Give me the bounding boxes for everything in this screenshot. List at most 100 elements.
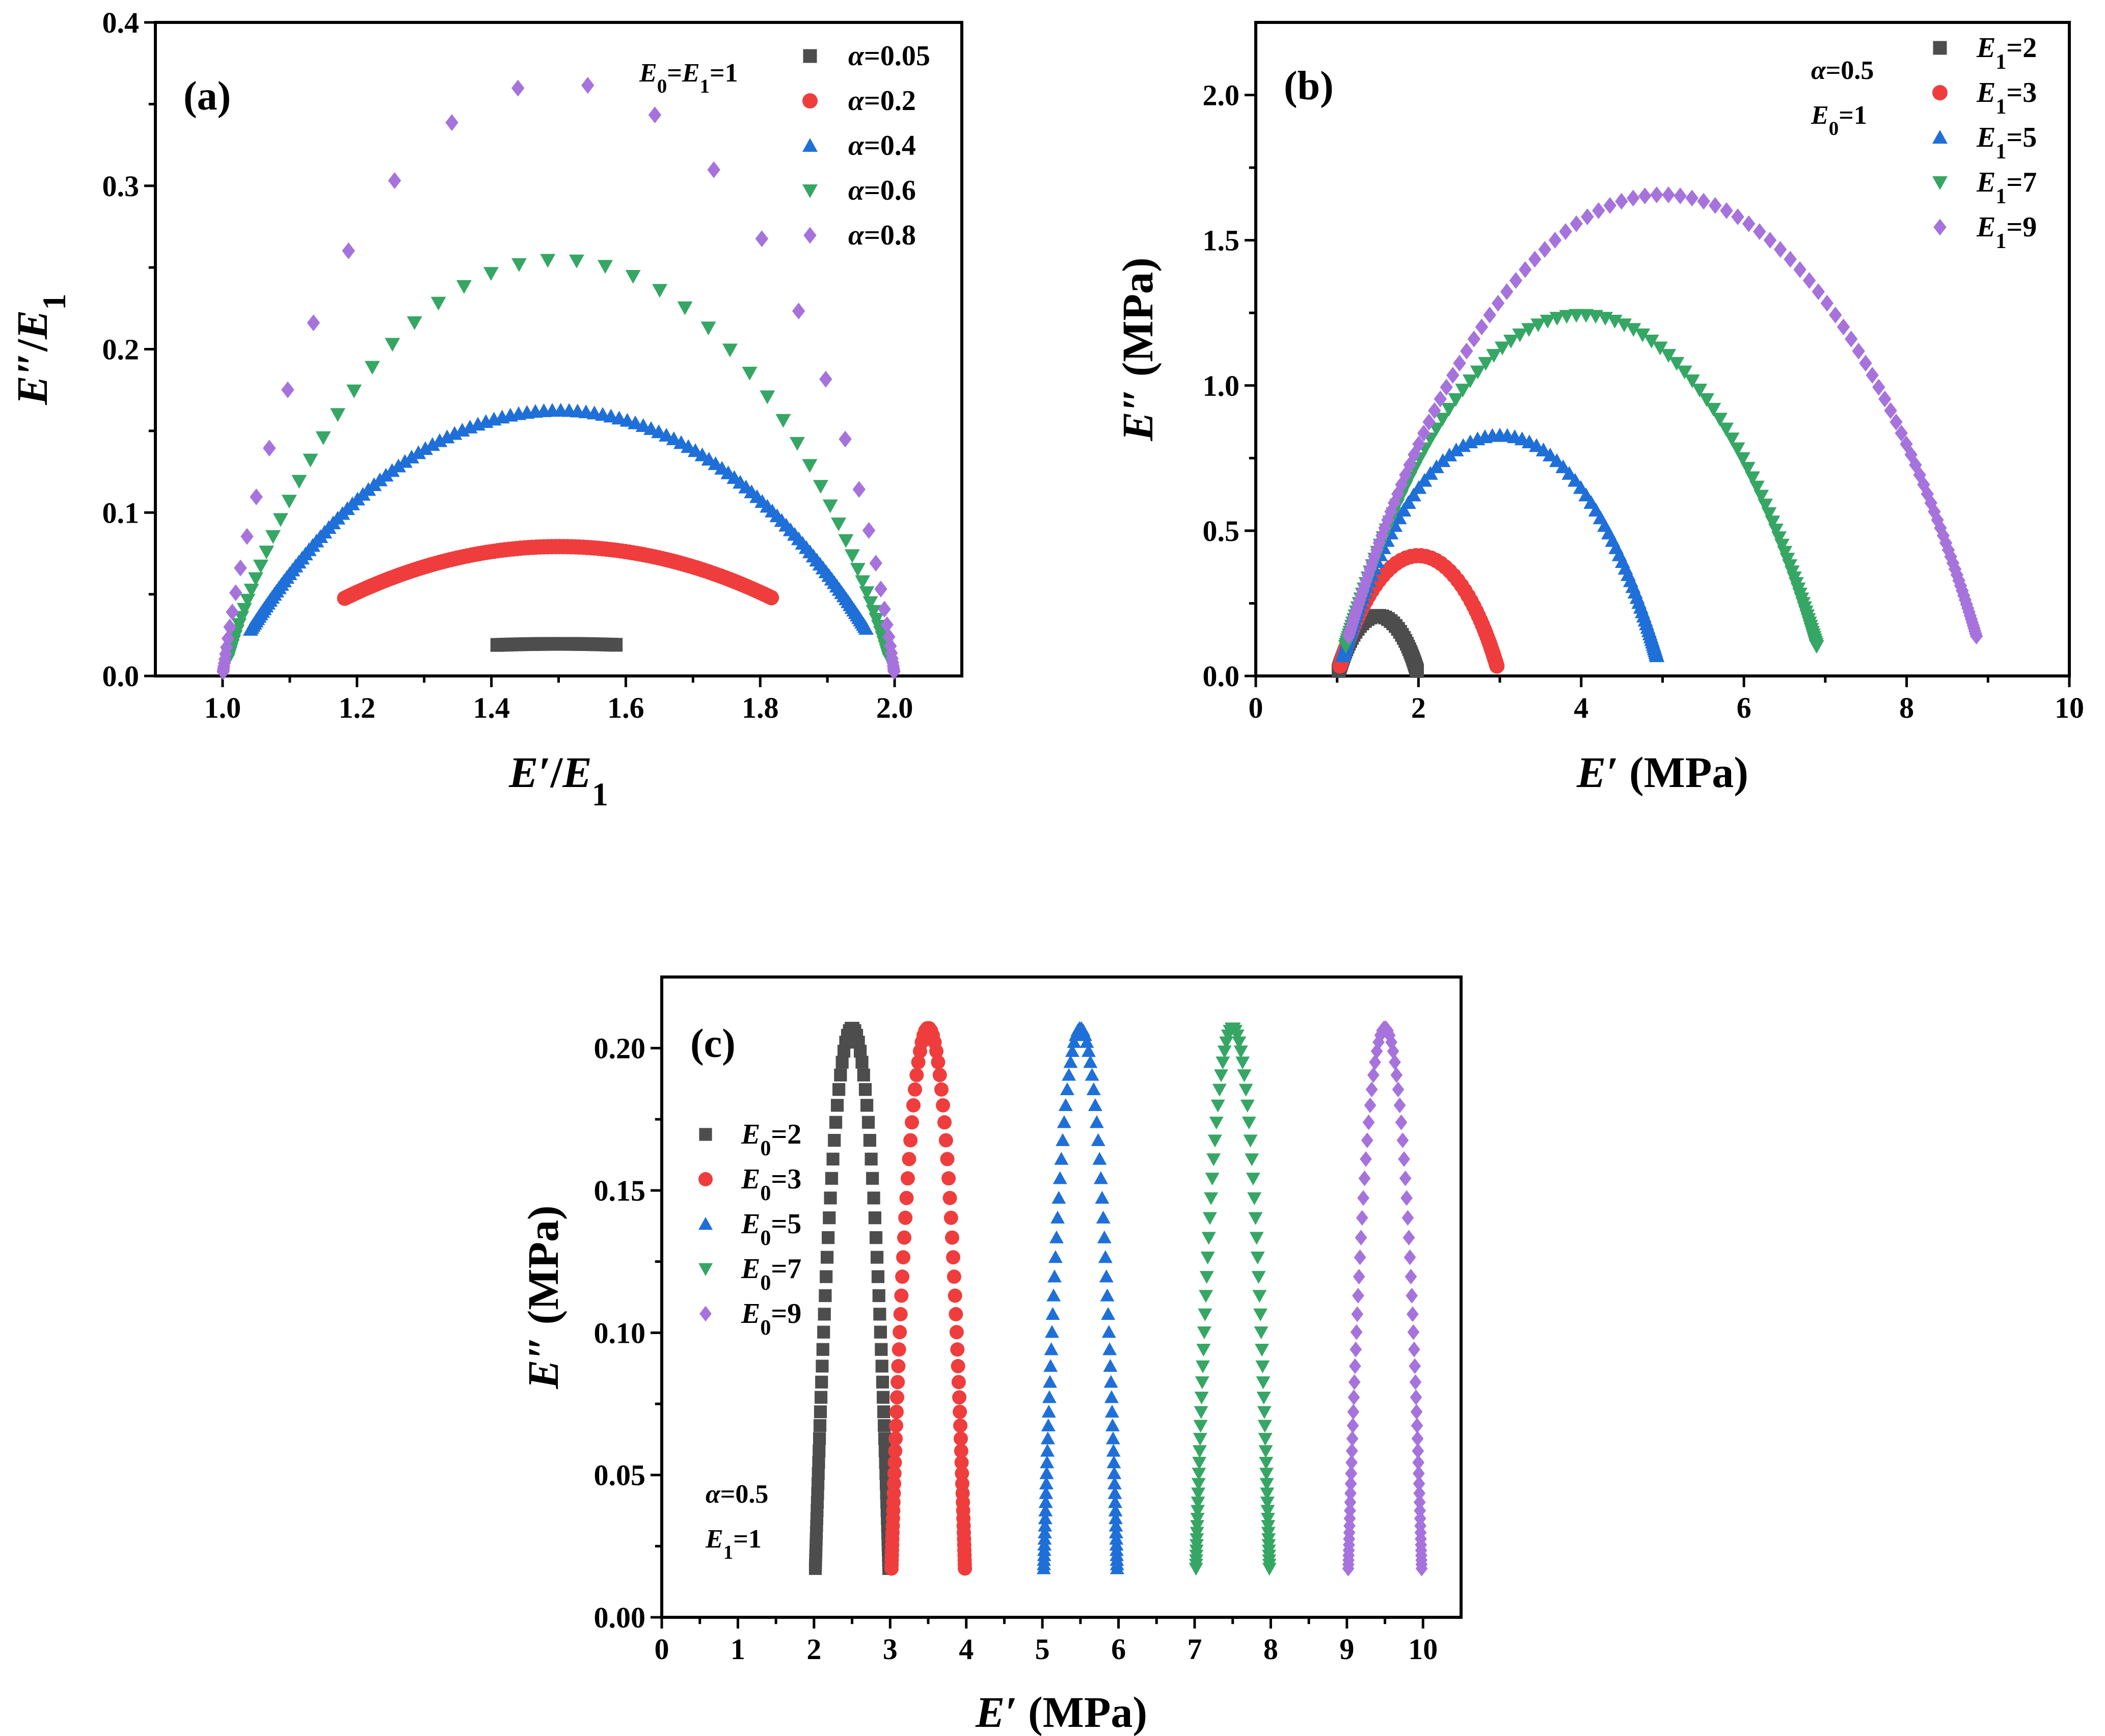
plot-frame xyxy=(660,975,1463,1619)
data-point xyxy=(877,1405,890,1419)
data-point xyxy=(1040,1431,1055,1445)
data-point xyxy=(887,1466,902,1481)
data-point xyxy=(1535,442,1551,456)
data-point xyxy=(1355,1230,1367,1246)
data-point xyxy=(1470,365,1486,379)
data-point xyxy=(1570,215,1583,232)
data-point xyxy=(858,1083,872,1096)
data-point xyxy=(1258,1433,1273,1446)
y-tick-label: 0.5 xyxy=(1203,514,1240,548)
x-tick-label: 8 xyxy=(1263,1633,1278,1666)
x-tick-label: 10 xyxy=(1408,1633,1438,1666)
data-point xyxy=(1350,1324,1363,1340)
data-point xyxy=(1820,294,1834,312)
x-tick-label: 4 xyxy=(959,1633,974,1666)
data-point xyxy=(940,1152,955,1167)
data-point xyxy=(908,1082,923,1097)
data-point xyxy=(1235,1056,1250,1070)
data-point xyxy=(1802,272,1816,289)
data-point xyxy=(1378,519,1391,536)
data-point xyxy=(1194,1391,1209,1405)
data-point xyxy=(1085,1068,1099,1081)
data-point xyxy=(1569,309,1584,323)
data-point xyxy=(1216,1056,1230,1070)
data-point xyxy=(1196,1343,1211,1357)
data-point xyxy=(424,437,440,451)
data-point xyxy=(1198,1308,1212,1321)
data-point xyxy=(700,321,716,336)
legend-label: α=0.2 xyxy=(848,85,916,117)
data-point xyxy=(1200,1252,1215,1265)
data-point xyxy=(934,1082,949,1097)
x-tick-label: 1.0 xyxy=(204,691,241,724)
data-point xyxy=(1486,349,1502,363)
data-point xyxy=(951,1375,966,1390)
legend-label: E0=5 xyxy=(741,1208,801,1250)
data-point xyxy=(1491,294,1505,312)
data-point xyxy=(1191,1496,1205,1510)
legend-label: E1=3 xyxy=(1976,77,2037,119)
data-point xyxy=(1249,1232,1264,1245)
data-point xyxy=(1685,189,1698,207)
data-point xyxy=(1442,447,1458,462)
data-point xyxy=(1635,328,1651,342)
data-point xyxy=(1207,1134,1222,1148)
y-tick-label: 0.0 xyxy=(102,660,140,693)
x-tick-label: 2 xyxy=(1411,691,1426,724)
data-point xyxy=(1627,189,1640,207)
x-tick-label: 3 xyxy=(883,1633,898,1666)
data-point xyxy=(953,1431,968,1446)
series-E0=2 xyxy=(808,1021,896,1575)
data-point xyxy=(1859,355,1872,372)
data-point xyxy=(1344,1476,1357,1492)
data-point xyxy=(1441,402,1457,417)
data-point xyxy=(1592,202,1605,220)
data-point xyxy=(1097,1230,1112,1243)
data-point xyxy=(1674,187,1687,205)
data-point xyxy=(1083,1055,1098,1068)
data-point xyxy=(1650,186,1663,203)
panel-label: (b) xyxy=(1284,64,1334,108)
legend-marker xyxy=(698,1263,713,1276)
data-point xyxy=(903,1133,918,1148)
data-point xyxy=(853,1045,867,1058)
data-point xyxy=(1462,374,1478,389)
data-point xyxy=(417,441,433,455)
data-point xyxy=(1396,1132,1409,1149)
data-point xyxy=(816,1343,829,1356)
data-point xyxy=(1749,480,1765,495)
y-tick-label: 0.1 xyxy=(102,496,140,529)
data-point xyxy=(511,79,525,97)
data-point xyxy=(867,1191,880,1205)
data-point xyxy=(1192,1445,1207,1458)
data-point xyxy=(1489,658,1505,674)
legend-label: α=0.05 xyxy=(848,40,930,72)
data-point xyxy=(1406,1306,1419,1322)
legend-marker xyxy=(803,227,817,244)
data-point xyxy=(1357,1190,1369,1206)
data-point xyxy=(1092,1152,1107,1165)
data-point xyxy=(955,1466,969,1481)
data-point xyxy=(1054,1152,1069,1165)
data-point xyxy=(816,1360,829,1373)
data-point xyxy=(835,1055,849,1069)
legend-marker xyxy=(802,138,818,152)
data-point xyxy=(1503,335,1519,349)
data-point xyxy=(1108,1503,1123,1516)
data-point xyxy=(1206,1153,1221,1167)
data-point xyxy=(1201,1232,1216,1245)
data-point xyxy=(1398,1151,1410,1167)
data-point xyxy=(831,518,847,532)
data-point xyxy=(1190,1527,1204,1540)
data-point xyxy=(888,1444,903,1458)
data-point xyxy=(1428,422,1444,437)
data-point xyxy=(1058,1098,1073,1111)
data-point xyxy=(954,1444,968,1458)
data-point xyxy=(226,604,239,621)
data-point xyxy=(893,1325,907,1340)
y-axis-label: E″ (MPa) xyxy=(519,1205,568,1389)
data-point xyxy=(1243,1134,1258,1148)
data-point xyxy=(1260,1505,1275,1518)
data-point xyxy=(1193,1420,1208,1433)
data-point xyxy=(1872,378,1885,396)
